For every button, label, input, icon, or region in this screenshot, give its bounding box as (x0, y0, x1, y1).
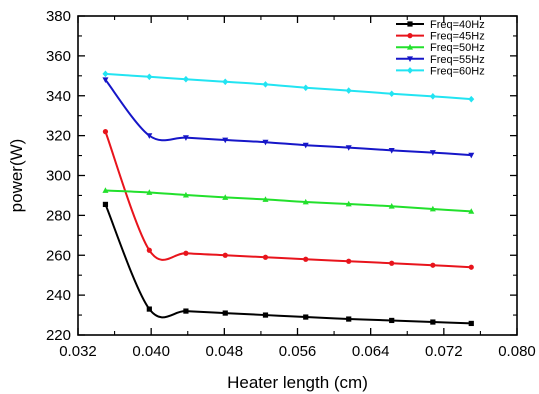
y-tick-label: 300 (46, 168, 71, 185)
data-point-freq-40hz (183, 308, 189, 314)
data-point-freq-45hz (346, 258, 352, 264)
data-point-freq-55hz (468, 152, 475, 159)
legend: Freq=40HzFreq=45HzFreq=50HzFreq=55HzFreq… (396, 19, 485, 77)
data-point-freq-55hz (429, 150, 436, 156)
data-point-freq-50hz (262, 196, 269, 202)
data-point-freq-45hz (222, 252, 228, 258)
y-tick-label: 340 (46, 88, 71, 105)
y-axis-title: power(W) (7, 139, 26, 213)
x-tick-label: 0.056 (279, 343, 317, 360)
legend-marker-freq-40hz (407, 21, 413, 27)
y-tick-label: 360 (46, 48, 71, 65)
data-point-freq-60hz (388, 90, 395, 98)
legend-label-freq-40hz: Freq=40Hz (430, 19, 485, 31)
data-point-freq-55hz (102, 77, 109, 83)
data-point-freq-60hz (222, 78, 229, 86)
data-point-freq-50hz (345, 200, 352, 207)
data-point-freq-60hz (102, 70, 109, 78)
data-point-freq-50hz (182, 191, 189, 198)
data-point-freq-55hz (262, 139, 269, 146)
x-tick-label: 0.080 (498, 343, 536, 360)
data-point-freq-50hz (429, 205, 436, 212)
legend-marker-freq-45hz (407, 33, 413, 39)
data-point-freq-60hz (345, 87, 352, 94)
data-point-freq-45hz (430, 262, 436, 268)
data-point-freq-40hz (146, 306, 152, 312)
data-point-freq-50hz (102, 187, 109, 193)
data-point-freq-55hz (302, 142, 309, 149)
data-point-freq-45hz (389, 260, 395, 266)
y-tick-label: 240 (46, 287, 71, 304)
x-tick-label: 0.064 (352, 343, 390, 360)
legend-label-freq-55hz: Freq=55Hz (430, 54, 485, 66)
data-point-freq-50hz (468, 208, 475, 214)
x-tick-label: 0.040 (132, 343, 170, 360)
series-line-freq-50hz (105, 189, 472, 213)
data-point-freq-60hz (429, 93, 436, 100)
data-point-freq-60hz (182, 75, 189, 83)
y-tick-label: 220 (46, 327, 71, 344)
y-tick-label: 320 (46, 128, 71, 145)
data-point-freq-40hz (430, 319, 436, 325)
legend-marker-freq-50hz (407, 44, 413, 50)
ticks-layer: 0.032 0.040 0.048 0.056 0.064 0.072 0.080 220 24… (46, 8, 536, 360)
legend-marker-freq-55hz (407, 56, 413, 62)
series-line-freq-60hz (105, 72, 472, 101)
x-tick-label: 0.032 (59, 343, 97, 360)
data-point-freq-40hz (346, 316, 352, 322)
data-point-freq-40hz (468, 320, 474, 327)
series-line-freq-45hz (104, 131, 472, 269)
series-line-freq-40hz (104, 204, 472, 325)
x-tick-label: 0.048 (206, 343, 244, 360)
data-point-freq-40hz (222, 310, 228, 316)
x-axis-title: Heater length (cm) (227, 373, 368, 392)
series-layer (102, 70, 475, 327)
legend-label-freq-60hz: Freq=60Hz (430, 65, 485, 77)
data-point-freq-50hz (302, 198, 309, 205)
data-point-freq-45hz (102, 129, 109, 135)
data-point-freq-50hz (222, 194, 229, 200)
data-point-freq-40hz (262, 312, 269, 318)
data-point-freq-45hz (183, 250, 189, 256)
data-point-freq-55hz (182, 135, 189, 141)
data-point-freq-55hz (388, 147, 395, 154)
data-point-freq-55hz (146, 133, 153, 139)
series-line-freq-55hz (104, 79, 472, 157)
data-point-freq-50hz (388, 203, 395, 209)
data-point-freq-40hz (303, 314, 309, 320)
y-tick-label: 380 (46, 8, 71, 25)
x-tick-label: 0.072 (425, 343, 463, 360)
y-tick-label: 260 (46, 247, 71, 264)
data-point-freq-60hz (302, 84, 309, 92)
data-point-freq-40hz (389, 317, 395, 324)
data-point-freq-60hz (262, 81, 269, 88)
legend-label-freq-45hz: Freq=45Hz (430, 31, 485, 43)
data-point-freq-40hz (102, 201, 109, 208)
data-point-freq-55hz (345, 145, 352, 151)
data-point-freq-55hz (222, 137, 229, 144)
data-point-freq-60hz (146, 73, 153, 81)
data-point-freq-60hz (468, 95, 475, 103)
legend-label-freq-50hz: Freq=50Hz (430, 42, 485, 54)
data-point-freq-45hz (468, 264, 474, 270)
data-point-freq-45hz (146, 247, 152, 253)
data-point-freq-45hz (262, 254, 269, 260)
data-point-freq-45hz (303, 256, 309, 262)
y-tick-label: 280 (46, 207, 71, 224)
legend-marker-freq-60hz (407, 67, 413, 74)
data-point-freq-50hz (146, 189, 153, 195)
